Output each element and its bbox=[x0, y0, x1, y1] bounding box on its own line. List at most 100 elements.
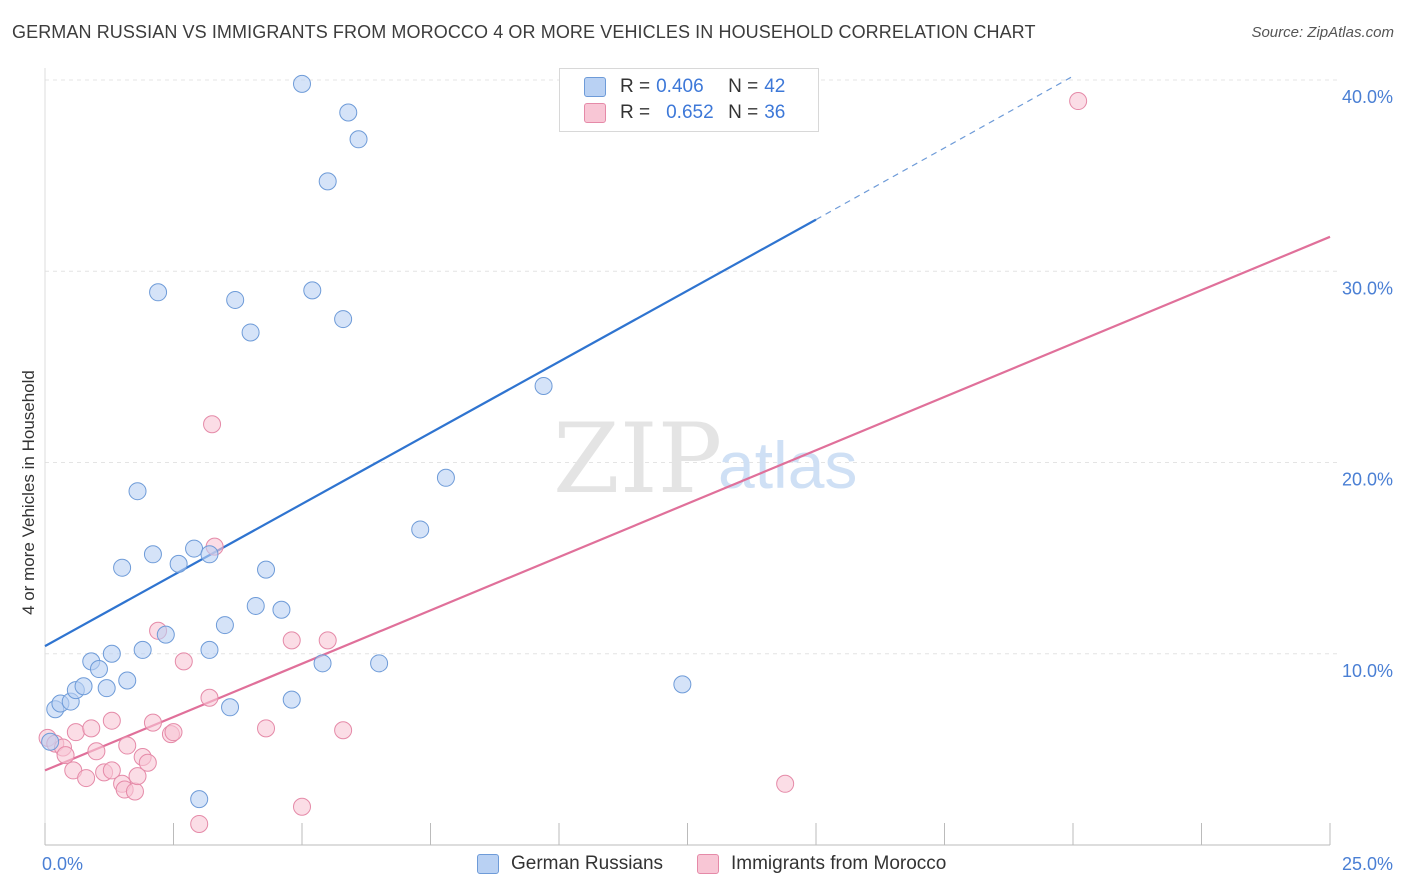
point-german-russians bbox=[169, 554, 188, 573]
point-morocco bbox=[776, 774, 795, 793]
trend-line-morocco bbox=[44, 235, 1331, 772]
x-tick-label-min: 0.0% bbox=[42, 854, 83, 874]
y-tick-label: 40.0% bbox=[1342, 87, 1393, 107]
point-german-russians bbox=[118, 671, 137, 690]
point-german-russians bbox=[411, 520, 430, 539]
data-points bbox=[38, 74, 1088, 833]
point-morocco bbox=[128, 767, 147, 786]
tick-labels: 10.0% 20.0% 30.0% 40.0% 0.0% 25.0% 4 or more V… bbox=[19, 87, 1393, 874]
point-german-russians bbox=[226, 290, 245, 309]
watermark-zip: ZIP bbox=[553, 403, 722, 515]
point-morocco bbox=[102, 761, 121, 780]
n-value: 36 bbox=[764, 102, 786, 123]
point-german-russians bbox=[200, 545, 219, 564]
point-german-russians bbox=[156, 625, 175, 644]
chart-title: GERMAN RUSSIAN VS IMMIGRANTS FROM MOROCC… bbox=[12, 22, 1036, 42]
trend-line-german-russians bbox=[44, 218, 817, 648]
trend-lines bbox=[44, 75, 1331, 772]
axes bbox=[44, 68, 1331, 846]
point-morocco bbox=[200, 688, 219, 707]
point-german-russians bbox=[74, 677, 93, 696]
point-german-russians bbox=[246, 596, 265, 615]
n-label: N = bbox=[728, 76, 759, 97]
blue-swatch-icon bbox=[477, 854, 499, 874]
source-credit: Source: ZipAtlas.com bbox=[1251, 24, 1394, 41]
point-morocco bbox=[282, 631, 301, 650]
point-german-russians bbox=[293, 74, 311, 93]
point-morocco bbox=[257, 719, 276, 738]
watermark-atlas: atlas bbox=[718, 428, 857, 502]
point-german-russians bbox=[221, 698, 240, 717]
point-morocco bbox=[293, 797, 311, 816]
trend-extension-german-russians bbox=[815, 75, 1074, 221]
x-tick-label-max: 25.0% bbox=[1342, 854, 1393, 874]
n-value: 42 bbox=[764, 76, 786, 97]
point-german-russians bbox=[272, 600, 291, 619]
point-german-russians bbox=[257, 560, 276, 579]
point-german-russians bbox=[534, 377, 553, 395]
point-german-russians bbox=[349, 130, 368, 149]
legend-row-morocco: R = 0.652 N = 36 bbox=[584, 101, 785, 125]
point-morocco bbox=[174, 652, 193, 671]
point-german-russians bbox=[102, 644, 121, 663]
point-german-russians bbox=[185, 539, 204, 558]
y-tick-label: 30.0% bbox=[1342, 278, 1393, 298]
point-german-russians bbox=[673, 675, 692, 694]
point-german-russians bbox=[113, 558, 132, 577]
point-morocco bbox=[82, 719, 101, 738]
r-value: 0.406 bbox=[656, 76, 704, 97]
legend-item-german-russians: German Russians bbox=[477, 851, 663, 877]
point-german-russians bbox=[149, 283, 168, 302]
point-german-russians bbox=[282, 690, 301, 709]
point-german-russians bbox=[313, 654, 332, 673]
point-morocco bbox=[190, 814, 209, 833]
point-german-russians bbox=[334, 310, 353, 329]
n-label: N = bbox=[728, 102, 759, 123]
point-morocco bbox=[203, 415, 222, 434]
point-german-russians bbox=[41, 732, 60, 751]
pink-swatch-icon bbox=[584, 103, 606, 123]
legend-row-german-russians: R = 0.406 N = 42 bbox=[584, 75, 785, 99]
point-morocco bbox=[125, 782, 144, 801]
point-morocco bbox=[143, 713, 162, 732]
point-morocco bbox=[118, 736, 137, 755]
point-german-russians bbox=[143, 545, 162, 564]
point-german-russians bbox=[128, 482, 147, 501]
point-german-russians bbox=[303, 281, 322, 300]
legend-item-morocco: Immigrants from Morocco bbox=[697, 851, 946, 877]
point-morocco bbox=[87, 742, 106, 761]
gridlines bbox=[45, 79, 1340, 655]
point-morocco bbox=[138, 753, 157, 772]
point-german-russians bbox=[215, 616, 234, 635]
point-morocco bbox=[66, 723, 85, 742]
point-german-russians bbox=[339, 103, 358, 122]
legend-label: German Russians bbox=[511, 853, 664, 874]
point-german-russians bbox=[200, 640, 219, 659]
legend-label: Immigrants from Morocco bbox=[731, 853, 947, 874]
point-german-russians bbox=[241, 323, 260, 342]
point-german-russians bbox=[89, 660, 108, 679]
point-german-russians bbox=[190, 790, 209, 809]
point-german-russians bbox=[436, 468, 455, 487]
pink-swatch-icon bbox=[697, 854, 719, 874]
point-morocco bbox=[318, 631, 337, 650]
point-german-russians bbox=[97, 679, 116, 698]
y-axis-title: 4 or more Vehicles in Household bbox=[19, 370, 38, 615]
r-label: R = bbox=[620, 76, 651, 97]
y-tick-label: 20.0% bbox=[1342, 470, 1393, 490]
r-label: R = bbox=[620, 102, 651, 123]
point-morocco bbox=[77, 769, 96, 788]
point-morocco bbox=[56, 746, 75, 765]
point-german-russians bbox=[133, 640, 152, 659]
blue-swatch-icon bbox=[584, 77, 606, 97]
point-morocco bbox=[102, 711, 121, 730]
point-german-russians bbox=[370, 654, 389, 673]
correlation-legend: R = 0.406 N = 42 R = 0.652 N = 36 bbox=[559, 68, 819, 132]
point-german-russians bbox=[318, 172, 337, 191]
point-morocco bbox=[1069, 92, 1088, 111]
point-morocco bbox=[164, 723, 183, 742]
point-morocco bbox=[334, 721, 353, 740]
y-tick-label: 10.0% bbox=[1342, 661, 1393, 681]
r-value: 0.652 bbox=[666, 102, 714, 123]
